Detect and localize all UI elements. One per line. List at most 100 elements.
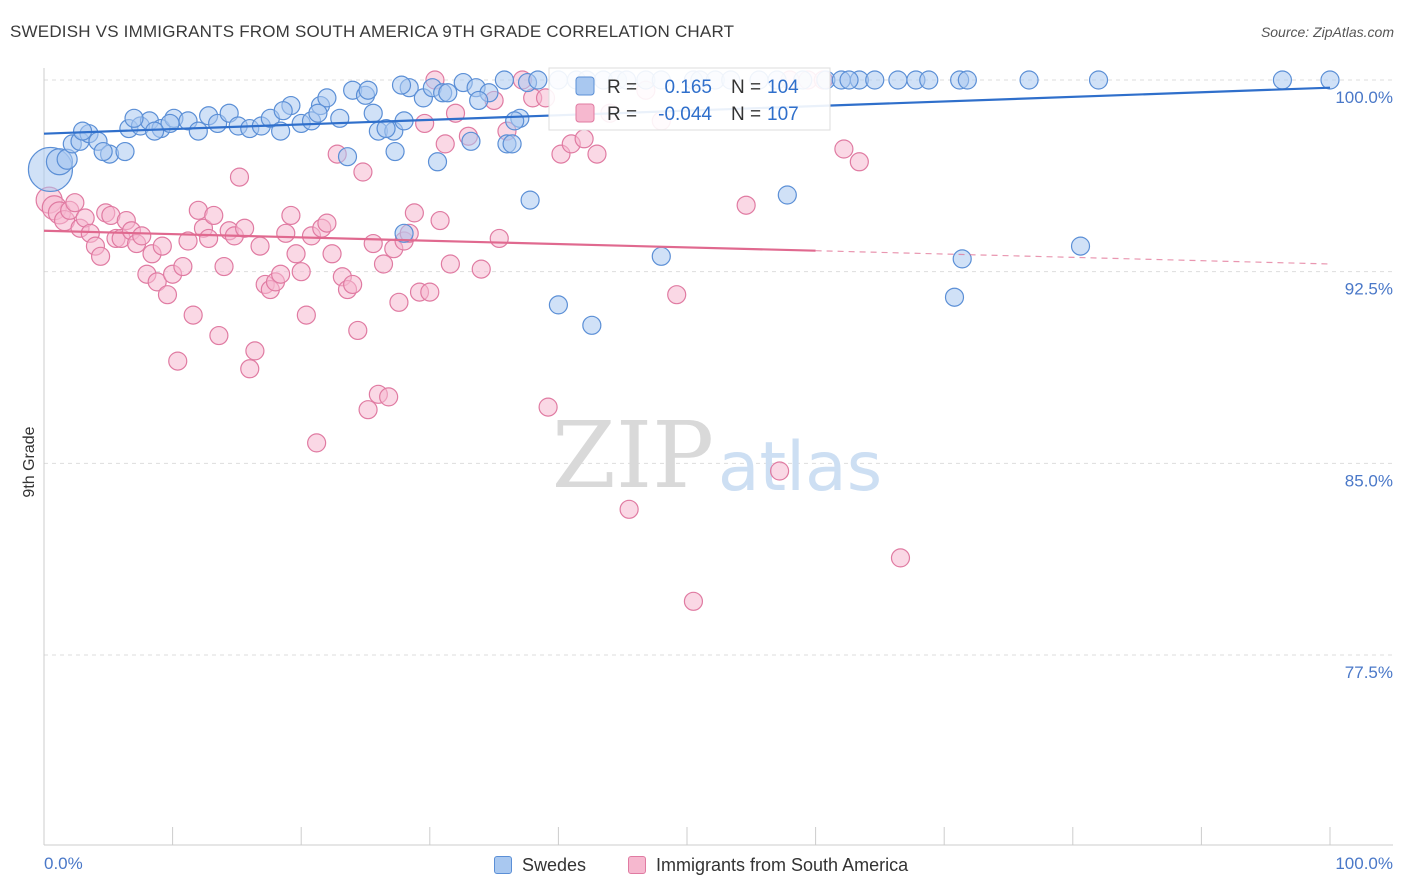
immigrants-point-60 — [348, 320, 368, 341]
immigrants-point-71 — [404, 203, 424, 223]
swedes-point-71 — [337, 147, 358, 167]
immigrants-point-97 — [736, 195, 756, 215]
immigrants-point-103 — [849, 152, 869, 172]
swedes-point-96 — [582, 315, 602, 335]
legend-swatch-swedes — [575, 76, 595, 96]
immigrants-point-18 — [132, 226, 152, 246]
immigrants-trend-line — [43, 229, 816, 252]
immigrants-point-10 — [90, 246, 111, 266]
watermark: ZIP atlas — [552, 402, 882, 509]
swedes-point-83 — [273, 101, 293, 121]
immigrants-point-81 — [471, 259, 491, 279]
legend-swedes-n-value: 104 — [767, 77, 799, 98]
legend-item-swedes: Swedes — [494, 852, 586, 878]
immigrants-point-41 — [250, 236, 270, 256]
immigrants-point-50 — [296, 305, 316, 325]
immigrants-point-95 — [667, 285, 687, 305]
immigrants-point-5 — [65, 193, 85, 213]
swedes-point-103 — [1070, 236, 1091, 256]
legend-swatch-immigrants — [575, 103, 595, 123]
immigrants-point-63 — [363, 233, 383, 254]
watermark-atlas: atlas — [718, 428, 882, 507]
immigrants-point-66 — [379, 387, 399, 407]
legend-item-immigrants: Immigrants from South America — [628, 852, 908, 878]
immigrants-point-74 — [420, 282, 440, 302]
legend-immigrants-n-value: 107 — [767, 104, 799, 125]
swedes-point-28 — [317, 88, 337, 108]
immigrants-point-104 — [890, 548, 911, 568]
legend-swedes-n-label: N = — [731, 77, 761, 98]
legend-swedes-r-value: 0.165 — [664, 77, 712, 98]
swedes-point-75 — [505, 111, 525, 131]
swedes-point-8 — [115, 141, 135, 162]
legend-correlation: R = 0.165 N = 104 R = -0.044 N = 107 — [548, 67, 831, 131]
swedes-point-87 — [93, 141, 113, 162]
swedes-point-72 — [376, 118, 396, 139]
swedes-point-67 — [1272, 70, 1293, 90]
swedes-point-89 — [502, 134, 522, 154]
immigrants-point-61 — [353, 162, 373, 182]
swedes-point-90 — [520, 190, 540, 210]
swedes-point-92 — [952, 249, 972, 269]
immigrants-point-47 — [281, 205, 301, 226]
immigrants-point-55 — [322, 244, 342, 264]
swedes-point-93 — [394, 223, 414, 243]
swedes-point-102 — [957, 70, 977, 90]
immigrants-point-23 — [157, 285, 178, 305]
series-swedes-points — [27, 70, 1340, 335]
immigrants-point-92 — [619, 499, 639, 519]
swedes-point-69 — [363, 103, 383, 123]
immigrants-point-73 — [415, 113, 435, 134]
swedes-point-77 — [461, 131, 481, 151]
swedes-point-74 — [427, 152, 448, 172]
immigrants-point-78 — [440, 254, 460, 274]
swedes-point-80 — [391, 75, 412, 95]
legend-immigrants-n-label: N = — [731, 104, 761, 125]
swedes-point-95 — [548, 295, 569, 315]
immigrants-point-65 — [373, 254, 394, 274]
immigrants-point-77 — [435, 134, 455, 154]
immigrants-point-34 — [214, 256, 234, 277]
swedes-point-86 — [124, 108, 144, 128]
y-tick-label-1: 92.5% — [1345, 280, 1393, 299]
immigrants-point-48 — [286, 244, 306, 264]
legend-immigrants-r-value: -0.044 — [658, 104, 712, 125]
immigrants-point-32 — [204, 205, 224, 226]
swedes-point-100 — [888, 70, 908, 90]
swedes-point-29 — [330, 108, 350, 128]
immigrants-point-59 — [343, 274, 363, 295]
immigrants-point-22 — [152, 236, 172, 256]
immigrants-point-105 — [538, 397, 558, 417]
swedes-point-98 — [839, 70, 859, 90]
swedes-point-82 — [308, 103, 328, 123]
legend-series: Swedes Immigrants from South America — [0, 852, 1406, 878]
immigrants-point-54 — [317, 213, 337, 233]
immigrants-point-96 — [683, 591, 704, 611]
immigrants-point-27 — [178, 231, 198, 251]
immigrants-point-31 — [199, 228, 219, 249]
swedes-point-44 — [528, 70, 548, 90]
swedes-point-65 — [1019, 70, 1039, 90]
immigrants-point-40 — [245, 341, 265, 361]
immigrants-point-25 — [168, 351, 188, 371]
swedes-point-101 — [919, 70, 939, 90]
swedes-point-23 — [271, 121, 291, 141]
immigrants-point-37 — [229, 167, 250, 187]
immigrants-trend-line-dashed — [815, 250, 1331, 265]
immigrants-point-106 — [489, 228, 509, 249]
swedes-point-79 — [438, 83, 458, 103]
swedes-point-68 — [1320, 70, 1340, 90]
immigrants-point-38 — [235, 218, 255, 238]
immigrants-point-21 — [147, 272, 167, 292]
legend-immigrants-r-label: R = — [607, 104, 637, 125]
immigrants-point-52 — [307, 433, 327, 453]
swedes-point-78 — [469, 90, 489, 111]
y-axis-title: 9th Grade — [21, 426, 38, 497]
y-tick-label-3: 77.5% — [1345, 663, 1393, 682]
y-tick-label-0: 100.0% — [1335, 88, 1393, 107]
immigrants-point-98 — [769, 461, 790, 481]
immigrants-point-28 — [183, 305, 203, 325]
immigrants-point-102 — [834, 139, 854, 159]
x-tick-label-left: 0.0% — [44, 854, 83, 873]
